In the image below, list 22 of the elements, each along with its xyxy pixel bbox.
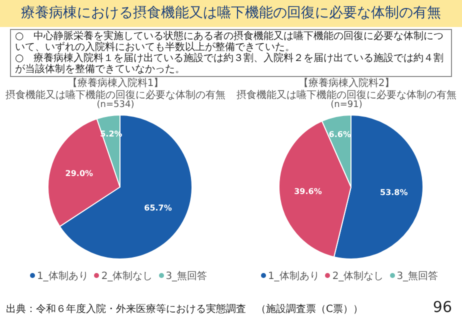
text: (n=91) xyxy=(330,100,364,110)
chart-title: 【療養病棟入院料2】 xyxy=(297,76,396,90)
legend-label: 3_無回答 xyxy=(396,271,438,282)
text: ○ 中心静脈栄養を実施している状態にある者の摂食機能又は嚥下機能の回復に必要な体制について、いずれの入院料においても半数以上が整備できていた。 xyxy=(15,31,445,53)
chart-subtitle: 摂食機能又は嚥下機能の回復に必要な体制の有無 xyxy=(4,88,226,101)
data-label: 29.0% xyxy=(65,168,94,178)
legend-label: 2_体制なし xyxy=(101,271,153,282)
chart-title: 【療養病棟入院料1】 xyxy=(66,76,165,90)
legend-label: 1_体制あり xyxy=(36,271,88,282)
chart-subtitle: 摂食機能又は嚥下機能の回復に必要な体制の有無 xyxy=(236,88,458,101)
data-label: 53.8% xyxy=(380,188,408,198)
data-label: 65.7% xyxy=(144,204,172,213)
text: (n=534) xyxy=(96,100,136,110)
legend-label: 1_体制あり xyxy=(268,271,320,282)
legend-label: 3_無回答 xyxy=(166,271,208,282)
data-label: 6.6% xyxy=(328,130,351,140)
text: 96 xyxy=(432,298,452,316)
data-label: 39.6% xyxy=(294,186,322,196)
text: ○ 療養病棟入院料１を届け出ている施設では約３割、入院料２を届け出ている施設では約４割が当該体制を整備できていなかった。 xyxy=(15,53,445,75)
source-note: 出典：令和６年度入院・外来医療等における実態調査 （施設調査票（C票）） xyxy=(6,302,363,316)
legend-label: 2_体制なし xyxy=(332,271,384,282)
text: 療養病棟における摂食機能又は嚥下機能の回復に必要な体制の有無 xyxy=(0,0,462,27)
